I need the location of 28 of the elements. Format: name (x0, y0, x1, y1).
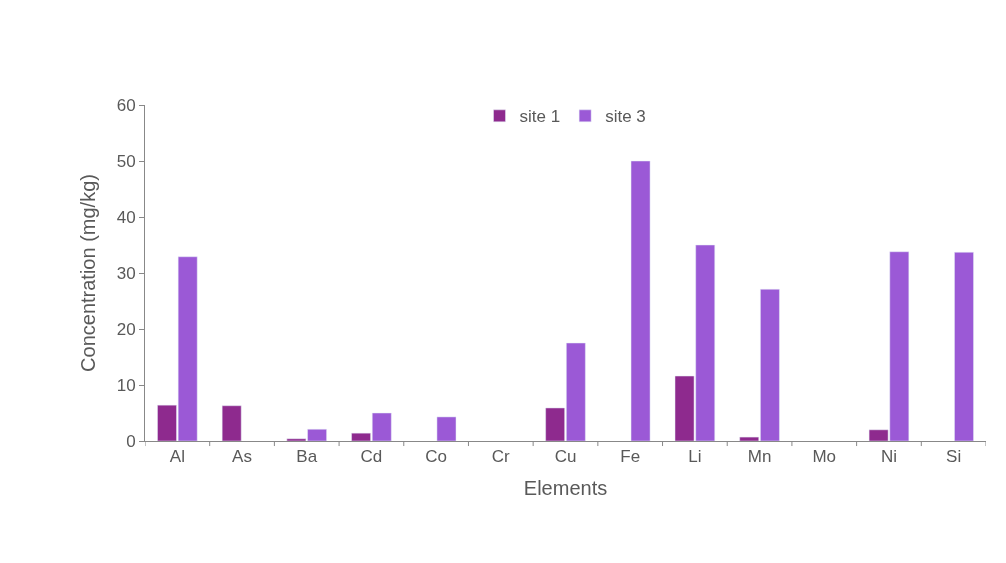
x-axis-title: Elements (523, 476, 608, 499)
x-tick-label: Li (688, 447, 702, 467)
x-tick-label: Ba (296, 447, 318, 467)
legend-label: site 1 (519, 107, 561, 127)
x-tick-label: Fe (620, 447, 641, 467)
bar (954, 252, 974, 441)
x-tick-label: Mo (812, 447, 837, 467)
legend-label: site 3 (605, 107, 646, 127)
y-tick-label: 20 (116, 319, 136, 339)
x-tick-label: Cu (554, 447, 577, 467)
x-tick-label: As (232, 447, 252, 467)
x-tick-label: Al (169, 447, 185, 467)
y-tick-label: 50 (116, 151, 136, 171)
y-tick-label: 10 (116, 375, 136, 395)
x-tick-label: Cd (360, 447, 383, 467)
y-tick-label: 60 (116, 95, 136, 115)
y-axis-title: Concentration (mg/kg) (77, 174, 100, 372)
x-tick-label: Co (425, 447, 447, 467)
y-tick-label: 0 (126, 431, 136, 451)
y-tick-label: 30 (116, 263, 136, 283)
bar (436, 416, 457, 441)
x-tick-label: Mn (747, 447, 772, 467)
y-tick-label: 40 (116, 207, 136, 227)
x-tick-label: Cr (491, 447, 511, 467)
bar (221, 405, 242, 441)
x-tick-label: Si (946, 447, 962, 467)
bar (630, 160, 651, 441)
x-tick-label: Ni (880, 447, 897, 467)
